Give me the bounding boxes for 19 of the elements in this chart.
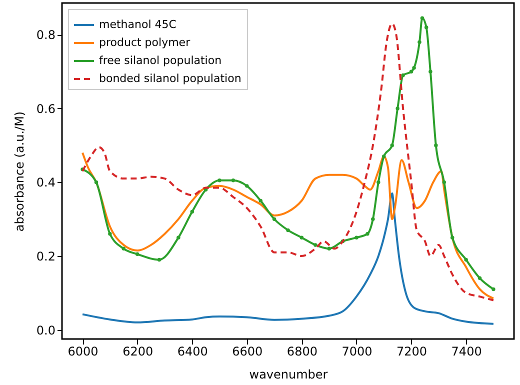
y-axis-title: absorbance (a.u./M) bbox=[12, 111, 26, 232]
y-tick-label: 0.0 bbox=[36, 323, 56, 338]
x-tick-label: 7400 bbox=[451, 344, 482, 358]
x-tick-label: 6000 bbox=[68, 344, 98, 358]
x-tick-label: 7200 bbox=[396, 344, 428, 358]
y-tick-label: 0.8 bbox=[36, 28, 56, 42]
y-tick-label: 0.4 bbox=[36, 176, 56, 190]
x-tick-label: 6400 bbox=[177, 344, 208, 358]
legend-label: methanol 45C bbox=[99, 18, 177, 31]
legend-label: bonded silanol population bbox=[99, 72, 242, 85]
x-tick-label: 6200 bbox=[122, 344, 154, 358]
x-tick-label: 7000 bbox=[342, 344, 372, 358]
x-tick-label: 6800 bbox=[286, 344, 318, 358]
y-tick-label: 0.2 bbox=[36, 250, 56, 264]
legend-label: product polymer bbox=[99, 36, 191, 49]
y-tick-label: 0.6 bbox=[36, 102, 56, 116]
x-tick-label: 6600 bbox=[232, 344, 263, 358]
legend-label: free silanol population bbox=[99, 54, 222, 67]
x-axis-title: wavenumber bbox=[249, 368, 328, 382]
